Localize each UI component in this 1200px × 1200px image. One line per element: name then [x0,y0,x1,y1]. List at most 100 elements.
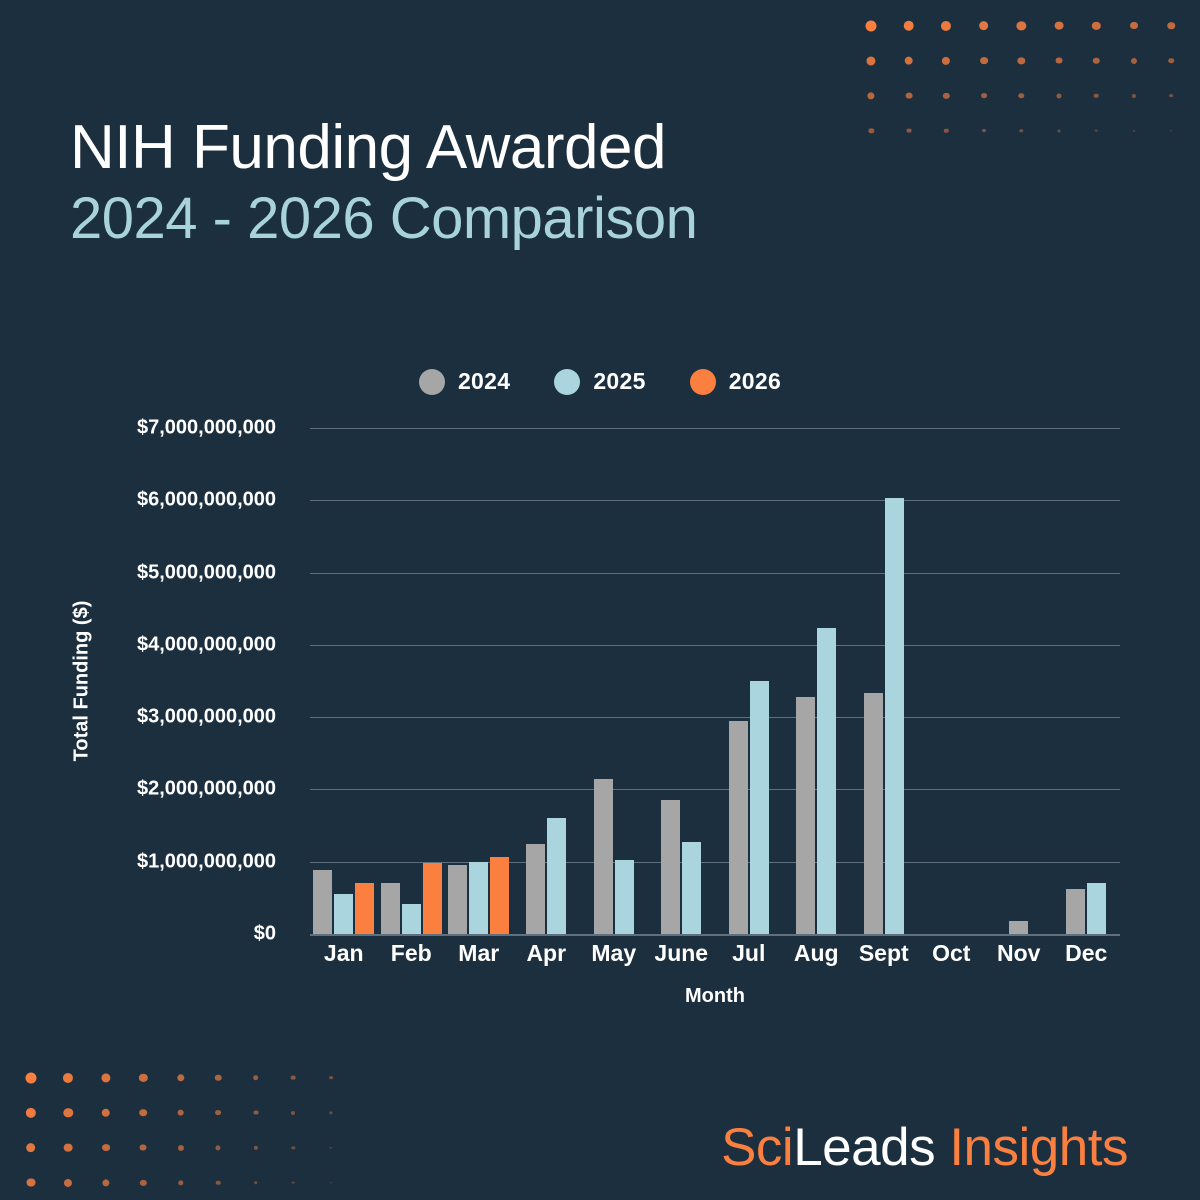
bar-group-Sept [850,428,918,934]
bar-Apr-2025[interactable] [547,818,567,934]
legend-label-2026: 2026 [728,368,782,394]
y-axis-tick-labels: $7,000,000,000 $6,000,000,000 $5,000,000,0… [0,417,298,945]
legend-item-2024[interactable]: 2024 [418,368,510,395]
dot-cell [890,113,928,148]
bar-May-2025[interactable] [614,859,634,934]
dot-cell [928,8,966,43]
decorative-dot [253,1180,258,1185]
bar-Feb-2024[interactable] [380,883,400,934]
bar-Apr-2024[interactable] [526,844,546,934]
bar-Jul-2024[interactable] [728,720,748,934]
bar-group-Feb [378,428,446,934]
decorative-dot [253,1110,259,1115]
decorative-dot [139,1108,148,1117]
bar-group-May [580,428,648,934]
decorative-dot [139,1073,148,1082]
bar-Dec-2025[interactable] [1087,883,1107,934]
decorative-dot [979,56,988,65]
decorative-dot [253,1145,258,1150]
bar-Sept-2025[interactable] [884,498,904,934]
decorative-dot [215,1074,222,1081]
decorative-dot [177,1144,184,1151]
x-axis-tick-June: June [654,940,709,966]
decorative-dot [867,91,875,100]
dot-cell [1115,113,1153,148]
decorative-dot [1094,129,1098,132]
x-axis-tick-Jul: Jul [732,940,766,966]
bar-Aug-2025[interactable] [817,628,837,934]
bar-Feb-2025[interactable] [401,903,421,934]
dot-cell [928,78,966,113]
legend-item-2026[interactable]: 2026 [689,368,782,395]
x-axis-tick-Feb: Feb [390,940,432,966]
gridline [310,428,1120,429]
decorative-dot [1169,93,1174,98]
y-axis-tick: $4,000,000,000 [136,633,276,656]
decorative-dot [290,1075,296,1080]
bar-Jan-2025[interactable] [334,894,354,934]
decorative-dot [980,92,987,99]
dot-cell [312,1130,350,1165]
decorative-dot [868,127,874,134]
decorative-dot [1056,93,1062,98]
logo-text-insights: Insights [935,1118,1128,1177]
bar-Sept-2024[interactable] [863,692,883,934]
y-axis-tick: $0 [253,922,276,945]
decorative-dot [905,92,913,99]
dot-cell [87,1130,125,1165]
dot-cell [853,78,891,113]
decorative-dot [1168,57,1175,64]
decorative-dot [215,1109,222,1116]
decorative-dot [215,1144,221,1151]
decorative-dot [178,1179,184,1186]
bar-Mar-2025[interactable] [469,862,489,934]
decorative-dot [26,1178,36,1187]
bar-Jan-2024[interactable] [313,869,333,934]
dot-cell [200,1130,238,1165]
bar-June-2025[interactable] [682,842,702,934]
dot-cell [87,1095,125,1130]
bar-Feb-2026[interactable] [422,863,442,934]
dot-cell [1115,43,1153,78]
bar-Mar-2026[interactable] [490,857,510,934]
dot-cell [275,1060,313,1095]
dot-cell [162,1165,200,1200]
legend-item-2025[interactable]: 2025 [554,368,645,395]
y-axis-tick: $1,000,000,000 [136,850,276,873]
legend-swatch-2024 [418,368,445,395]
decorative-dot [1131,93,1136,98]
gridline [310,644,1120,646]
bar-Dec-2024[interactable] [1066,889,1086,934]
legend-label-2025: 2025 [593,368,646,394]
bar-Mar-2024[interactable] [448,864,468,934]
dot-cell [12,1060,50,1095]
dot-cell [1040,78,1078,113]
bar-Jan-2026[interactable] [355,883,375,934]
bar-group-Jan [310,428,378,934]
bar-May-2024[interactable] [593,778,613,934]
dot-cell [1003,43,1041,78]
bar-group-Dec [1053,428,1121,934]
bar-Aug-2024[interactable] [796,696,816,934]
decorative-dot [1129,21,1138,30]
dot-cell [853,8,891,43]
dot-cell [312,1095,350,1130]
logo-text-sci: Sci [721,1118,794,1177]
bar-Nov-2024[interactable] [1009,921,1029,934]
bar-June-2024[interactable] [661,799,681,934]
gridline [310,717,1120,719]
decorative-dot [1093,93,1099,98]
decorative-dot [64,1178,73,1187]
dot-cell [1078,113,1116,148]
decorative-dot [25,1142,36,1153]
chart-legend: 2024 2025 2026 [0,368,1200,395]
x-axis-baseline [310,934,1120,936]
decorative-dot [943,92,950,99]
dot-cell [965,78,1003,113]
dot-cell [200,1165,238,1200]
decorative-dot [329,1146,332,1149]
dot-cell [1078,78,1116,113]
bar-Jul-2025[interactable] [749,681,769,934]
gridline [310,789,1120,791]
decorative-dot [1018,92,1024,99]
